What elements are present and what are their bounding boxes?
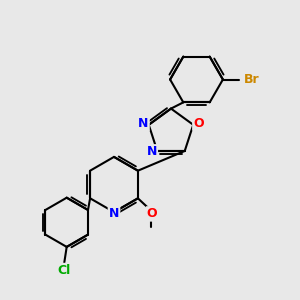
Text: N: N xyxy=(109,207,119,220)
Text: N: N xyxy=(147,145,157,158)
Text: O: O xyxy=(147,207,157,220)
Text: N: N xyxy=(138,117,148,130)
Text: Cl: Cl xyxy=(57,264,70,277)
Text: O: O xyxy=(147,207,157,220)
Text: N: N xyxy=(109,207,119,220)
Text: O: O xyxy=(193,117,204,130)
Text: Br: Br xyxy=(244,73,259,86)
Text: N: N xyxy=(138,117,148,130)
Text: O: O xyxy=(193,117,204,130)
Text: N: N xyxy=(147,145,157,158)
